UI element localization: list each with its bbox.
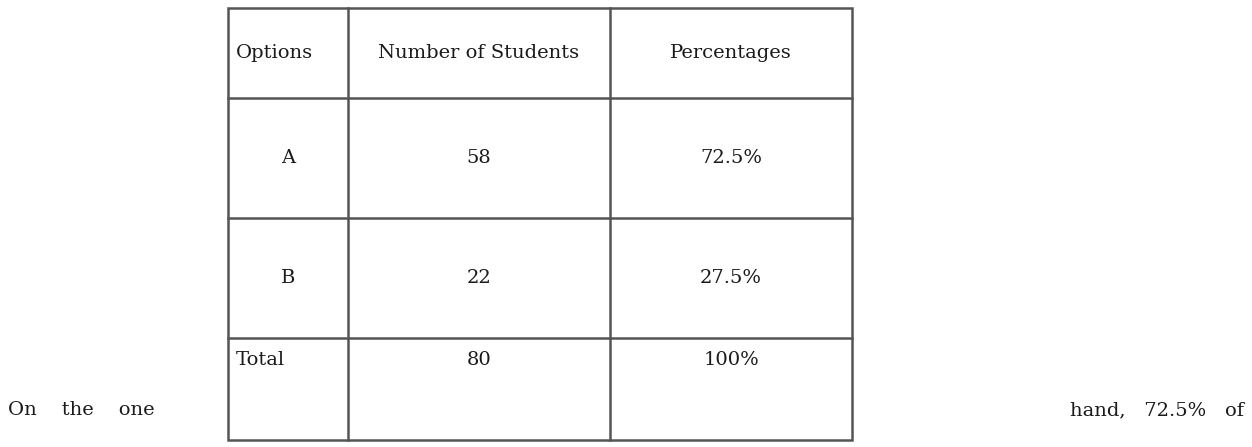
Text: B: B [280, 269, 295, 287]
Text: 80: 80 [467, 351, 491, 369]
Text: hand,   72.5%   of: hand, 72.5% of [1070, 401, 1244, 419]
Text: A: A [280, 149, 295, 167]
Bar [228, 8, 853, 440]
Text: Number of Students: Number of Students [378, 44, 580, 62]
Text: On    the    one: On the one [8, 401, 155, 419]
Text: Options: Options [235, 44, 313, 62]
Text: Total: Total [235, 351, 285, 369]
Text: 27.5%: 27.5% [700, 269, 762, 287]
Text: 22: 22 [467, 269, 491, 287]
Text: 100%: 100% [704, 351, 759, 369]
Text: 58: 58 [467, 149, 491, 167]
Text: Percentages: Percentages [670, 44, 791, 62]
Text: 72.5%: 72.5% [700, 149, 762, 167]
